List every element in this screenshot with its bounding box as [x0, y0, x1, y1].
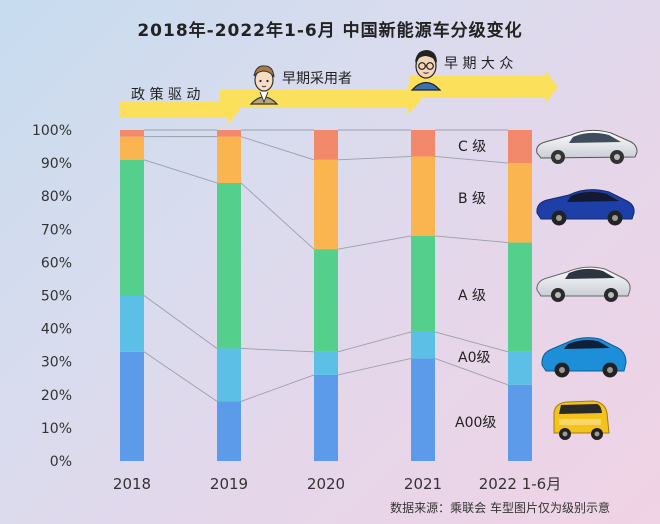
legend-label-b: B 级	[458, 191, 486, 207]
connector-line	[434, 235, 509, 243]
bar-segment	[508, 384, 532, 461]
stage-arrow-early-adopters	[220, 84, 422, 114]
y-tick-label: 20%	[41, 388, 72, 404]
connector-line	[434, 331, 509, 353]
connector-line	[337, 235, 412, 250]
y-tick-label: 90%	[41, 156, 72, 172]
legend-label-a: A 级	[458, 288, 486, 304]
bar-segment	[120, 130, 144, 137]
bar-segment	[508, 130, 532, 164]
connector-line	[434, 357, 509, 386]
connector-line	[240, 136, 315, 161]
x-axis: 2018 2019 2020 2021 2022 1-6月	[113, 475, 561, 493]
connector-line	[143, 159, 218, 184]
bar-segment	[314, 130, 338, 160]
stage-arrow-early-majority	[410, 70, 558, 104]
bar-segment	[411, 156, 435, 236]
bar-segment	[508, 163, 532, 243]
car-c-class-icon	[536, 129, 638, 164]
connector-line	[337, 357, 412, 376]
person-young-icon	[249, 65, 279, 105]
legend-label-a0: A0级	[458, 350, 490, 366]
y-tick-label: 50%	[41, 289, 72, 305]
connector-line	[240, 182, 315, 250]
car-a-class-icon	[536, 266, 631, 302]
chart-title: 2018年-2022年1-6月 中国新能源车分级变化	[137, 21, 523, 41]
bar-segment	[508, 242, 532, 352]
bar-segment	[120, 351, 144, 461]
y-tick-label: 100%	[32, 123, 72, 139]
connector-line	[240, 374, 315, 402]
connector-line	[337, 156, 412, 161]
car-b-class-icon	[536, 189, 635, 226]
connector-line	[143, 351, 218, 402]
y-tick-label: 0%	[50, 454, 72, 470]
x-tick-label: 2020	[307, 475, 345, 493]
connector-line	[337, 331, 412, 353]
segment-connector-lines	[143, 129, 509, 402]
bar-segment	[411, 358, 435, 461]
legend-label-a00: A00级	[455, 415, 496, 431]
y-tick-label: 10%	[41, 421, 72, 437]
bar-segment	[120, 159, 144, 296]
connector-line	[240, 348, 315, 353]
bar-segment	[314, 249, 338, 352]
y-tick-label: 30%	[41, 355, 72, 371]
car-a0-class-icon	[541, 337, 627, 378]
y-tick-label: 60%	[41, 255, 72, 271]
x-tick-label: 2021	[404, 475, 442, 493]
y-tick-label: 70%	[41, 222, 72, 238]
stage-arrow-policy	[120, 96, 240, 124]
y-tick-label: 40%	[41, 322, 72, 338]
bar-segment	[314, 351, 338, 375]
source-note: 数据来源：乘联会 车型图片仅为级别示意	[390, 501, 610, 515]
bar-segment	[314, 159, 338, 250]
bar-segment	[314, 374, 338, 461]
bar-segment	[120, 136, 144, 160]
stage-label-policy: 政 策 驱 动	[131, 86, 200, 103]
bar-segment	[411, 331, 435, 359]
stage-arrows: 政 策 驱 动 早期采用者 早 期 大 众	[120, 56, 558, 124]
y-axis: 0% 10% 20% 30% 40% 50% 60% 70% 80% 90% 100%	[32, 123, 72, 470]
y-tick-label: 80%	[41, 189, 72, 205]
connector-line	[143, 295, 218, 349]
x-tick-label: 2019	[210, 475, 248, 493]
bars	[120, 130, 532, 461]
bar-segment	[411, 130, 435, 157]
bar-segment	[217, 130, 241, 137]
stage-label-early-adopters: 早期采用者	[282, 71, 352, 87]
stage-label-early-majority: 早 期 大 众	[444, 56, 513, 72]
x-tick-label: 2022 1-6月	[479, 475, 561, 493]
legend-label-c: C 级	[458, 139, 486, 155]
bar-segment	[411, 235, 435, 332]
legend: C 级 B 级 A 级 A0级 A00级	[455, 139, 496, 431]
bar-segment	[217, 136, 241, 183]
bar-segment	[120, 295, 144, 352]
bar-segment	[217, 182, 241, 349]
x-tick-label: 2018	[113, 475, 151, 493]
bar-segment	[217, 401, 241, 461]
car-a00-class-icon	[553, 400, 610, 440]
bar-segment	[217, 348, 241, 402]
person-glasses-icon	[410, 50, 442, 91]
connector-line	[434, 156, 509, 164]
bar-segment	[508, 351, 532, 385]
